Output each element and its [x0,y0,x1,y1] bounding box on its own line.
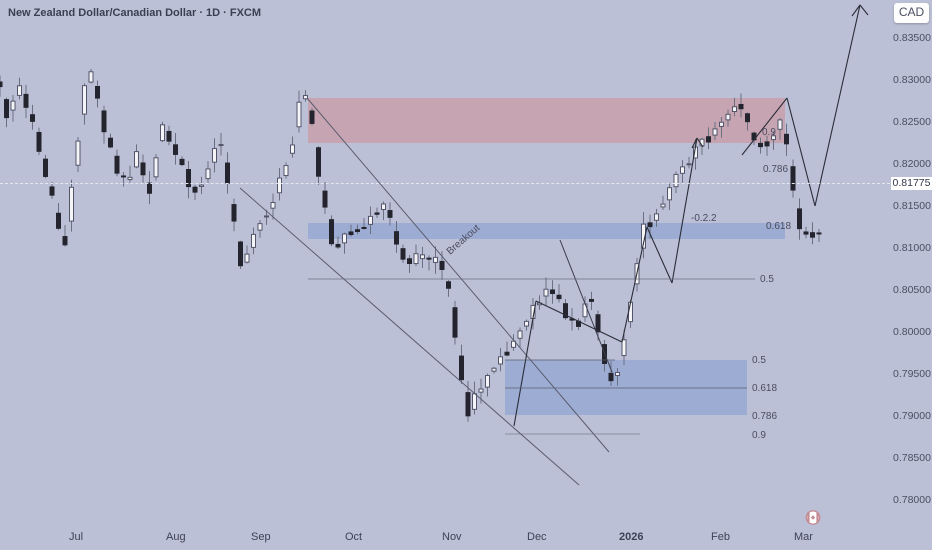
svg-text:0.5: 0.5 [752,355,766,366]
svg-text:0.618: 0.618 [752,383,777,394]
svg-text:0.786: 0.786 [763,164,788,175]
svg-text:0.5: 0.5 [760,274,774,285]
svg-text:-0.2.2: -0.2.2 [691,213,717,224]
svg-text:0.9: 0.9 [752,430,766,441]
svg-text:0.9: 0.9 [762,127,776,138]
svg-text:0.786: 0.786 [752,411,777,422]
svg-text:0.618: 0.618 [766,221,791,232]
